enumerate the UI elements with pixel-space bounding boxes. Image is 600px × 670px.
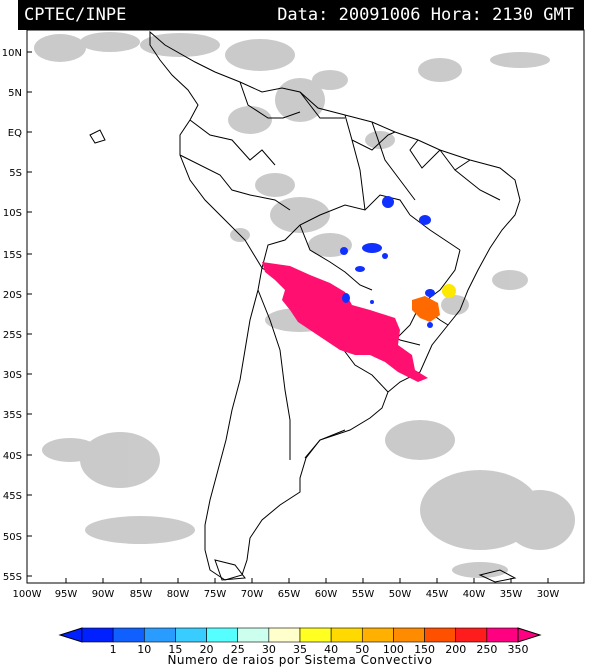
colorbar-tick-label: 40 [324, 643, 338, 656]
colorbar-tick-label: 35 [293, 643, 307, 656]
colorbar-tick-label: 25 [231, 643, 245, 656]
lightning-blue [340, 196, 435, 328]
lat-label: 30S [3, 370, 22, 381]
colorbar-tick-label: 50 [355, 643, 369, 656]
cloud-cover [34, 32, 575, 578]
lat-label: 55S [3, 572, 22, 583]
lat-label: 15S [3, 250, 22, 261]
colorbar-tick-label: 20 [200, 643, 214, 656]
lon-label: 75W [204, 589, 227, 600]
lon-label: 85W [130, 589, 153, 600]
colorbar-tick-label: 250 [476, 643, 497, 656]
lon-label: 50W [389, 589, 412, 600]
map-header: CPTEC/INPE Data: 20091006 Hora: 2130 GMT [18, 0, 584, 30]
longitude-ticks [65, 578, 549, 583]
lon-label: 30W [537, 589, 560, 600]
colorbar-tick-label: 100 [383, 643, 404, 656]
lat-label: 50S [3, 532, 22, 543]
islands [89, 129, 517, 583]
colorbar-right-arrow [517, 627, 542, 643]
longitude-labels: 100W 95W 90W 85W 80W 75W 70W 65W 60W 55W… [13, 589, 560, 600]
lat-label: 25S [3, 330, 22, 341]
lat-label: 35S [3, 410, 22, 421]
latitude-labels: 10N 5N EQ 5S 10S 15S 20S 25S 30S 35S 40S… [2, 48, 22, 583]
colorbar-tick-label: 15 [168, 643, 182, 656]
lon-label: 95W [55, 589, 78, 600]
colorbar-swatch [112, 627, 145, 643]
lightning-orange [412, 296, 440, 322]
colorbar-swatch [299, 627, 332, 643]
colorbar-swatch [424, 627, 457, 643]
lat-label: 10N [2, 48, 22, 59]
colorbar-tick-label: 150 [414, 643, 435, 656]
lon-label: 55W [352, 589, 375, 600]
colorbar-tick-label: 200 [445, 643, 466, 656]
lat-label: 5S [9, 168, 22, 179]
colorbar-left-arrow [58, 627, 83, 643]
lat-label: 20S [3, 290, 22, 301]
colorbar-title: Numero de raios por Sistema Convectivo [167, 653, 433, 667]
lon-label: 45W [426, 589, 449, 600]
colorbar-tick-label: 30 [262, 643, 276, 656]
colorbar-tick-label: 1 [110, 643, 117, 656]
colorbar-swatch [486, 627, 519, 643]
lat-label: 45S [3, 491, 22, 502]
lon-label: 100W [13, 589, 42, 600]
lon-label: 35W [500, 589, 523, 600]
lon-label: 60W [315, 589, 338, 600]
lightning-yellow [442, 284, 456, 298]
lightning-magenta [262, 262, 428, 382]
colorbar-swatch [143, 627, 176, 643]
colorbar-swatch [81, 627, 114, 643]
colorbar-tick-label: 10 [137, 643, 151, 656]
date-time-stamp: Data: 20091006 Hora: 2130 GMT [277, 5, 574, 25]
colorbar-swatch [455, 627, 488, 643]
lat-label: 10S [3, 208, 22, 219]
lat-label: 40S [3, 451, 22, 462]
colorbar-swatch [268, 627, 301, 643]
colorbar [58, 627, 542, 643]
colorbar-swatch [237, 627, 270, 643]
colorbar-tick-label: 350 [508, 643, 529, 656]
latitude-ticks [27, 51, 32, 577]
colorbar-swatch [206, 627, 239, 643]
colorbar-swatch [361, 627, 394, 643]
source-label: CPTEC/INPE [24, 5, 127, 25]
colorbar-labels: 1 10 15 20 25 30 35 40 50 100 150 200 250 350 [110, 643, 529, 656]
lon-label: 65W [278, 589, 301, 600]
colorbar-swatch [330, 627, 363, 643]
lon-label: 40W [463, 589, 486, 600]
lon-label: 70W [241, 589, 264, 600]
lon-label: 80W [167, 589, 190, 600]
lat-label: EQ [8, 128, 22, 139]
lat-label: 5N [8, 88, 22, 99]
colorbar-swatch [175, 627, 207, 643]
colorbar-swatch [393, 627, 425, 643]
lon-label: 90W [92, 589, 115, 600]
